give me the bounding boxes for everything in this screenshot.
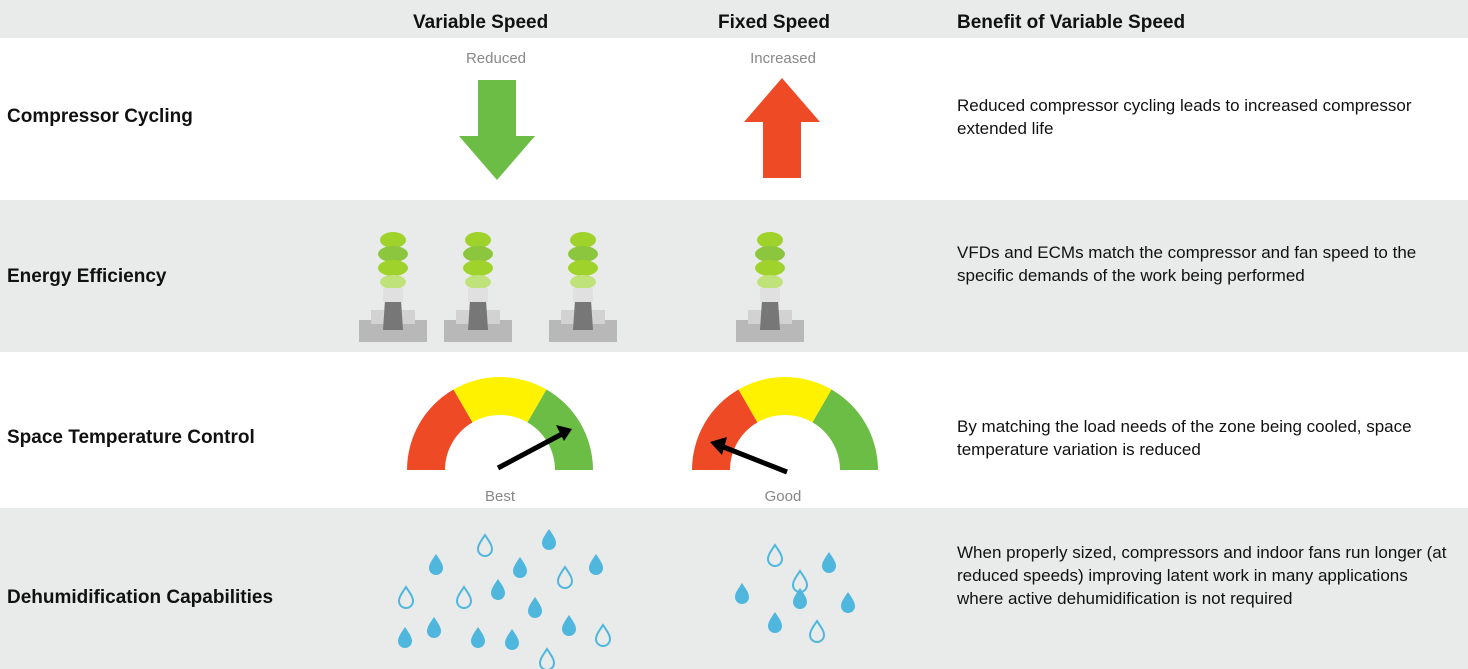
bulb-icon	[359, 232, 427, 342]
bulb-icon	[444, 232, 512, 342]
bulb-icon	[549, 232, 617, 342]
row-label: Dehumidification Capabilities	[7, 587, 274, 608]
down-arrow	[459, 80, 535, 180]
header-band	[0, 0, 1468, 38]
benefit-text: By matching the load needs of the zone b…	[957, 417, 1412, 459]
benefit-text: When properly sized, compressors and ind…	[957, 543, 1447, 608]
row-label: Space Temperature Control	[7, 427, 255, 448]
bulb-icon	[736, 232, 804, 342]
row-band	[0, 508, 1468, 669]
caption: Good	[764, 488, 802, 505]
gauge	[407, 377, 593, 471]
benefit-text: Reduced compressor cycling leads to incr…	[957, 96, 1412, 138]
row-band	[0, 200, 1468, 352]
up-arrow	[744, 78, 820, 178]
row-label: Compressor Cycling	[7, 106, 193, 127]
caption: Reduced	[465, 50, 527, 67]
row-label: Energy Efficiency	[7, 266, 167, 287]
column-header: Fixed Speed	[718, 12, 830, 33]
column-header: Variable Speed	[413, 12, 549, 33]
caption: Best	[484, 488, 515, 505]
benefit-text: VFDs and ECMs match the compressor and f…	[957, 243, 1417, 285]
drops-outline	[398, 534, 825, 669]
gauge	[692, 377, 878, 475]
caption: Increased	[750, 50, 816, 67]
column-header: Benefit of Variable Speed	[957, 12, 1186, 33]
